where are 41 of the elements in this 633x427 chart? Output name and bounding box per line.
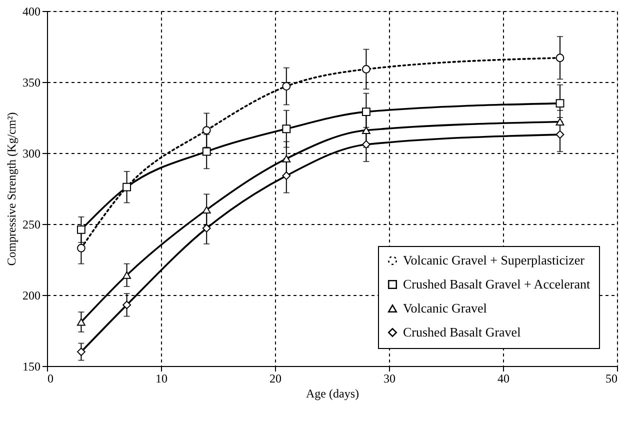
point (202, 126, 211, 134)
point (76, 318, 86, 326)
point (122, 182, 132, 192)
y-tick-label: 250 (22, 218, 40, 232)
point (282, 172, 291, 180)
x-tick-label: 0 (48, 372, 54, 386)
y-tick-label: 150 (22, 360, 40, 374)
legend-label: Volcanic Gravel + Superplasticizer (403, 252, 586, 268)
point (362, 65, 370, 74)
point (76, 348, 86, 356)
x-tick-label: 20 (270, 372, 282, 386)
point (282, 82, 291, 90)
point (362, 140, 370, 149)
legend-label: Crushed Basalt Gravel (403, 324, 522, 340)
point (362, 108, 370, 116)
point (202, 224, 211, 232)
y-tick-label: 300 (22, 146, 40, 160)
y-tick-label: 350 (22, 76, 40, 90)
x-tick-label: 30 (384, 372, 396, 386)
point (282, 154, 291, 162)
point (556, 54, 564, 62)
x-tick-label: 50 (606, 372, 618, 386)
x-tick-label: 40 (498, 372, 510, 386)
point (556, 118, 564, 126)
point (76, 225, 86, 234)
legend-label: Volcanic Gravel (403, 300, 488, 316)
point (76, 244, 86, 252)
point (556, 130, 564, 139)
point (362, 126, 370, 134)
point (282, 124, 291, 134)
point (202, 147, 211, 156)
point (122, 271, 132, 279)
x-tick-label: 10 (156, 372, 168, 386)
y-tick-label: 400 (22, 4, 40, 18)
point (202, 206, 211, 214)
point (122, 300, 132, 310)
y-tick-label: 200 (22, 288, 40, 302)
legend-label: Crushed Basalt Gravel + Accelerant (403, 276, 590, 292)
y-axis-title: Compressive Strength (Kg/cm²) (4, 112, 18, 266)
point (556, 99, 564, 108)
x-axis-title: Age (days) (306, 386, 359, 400)
